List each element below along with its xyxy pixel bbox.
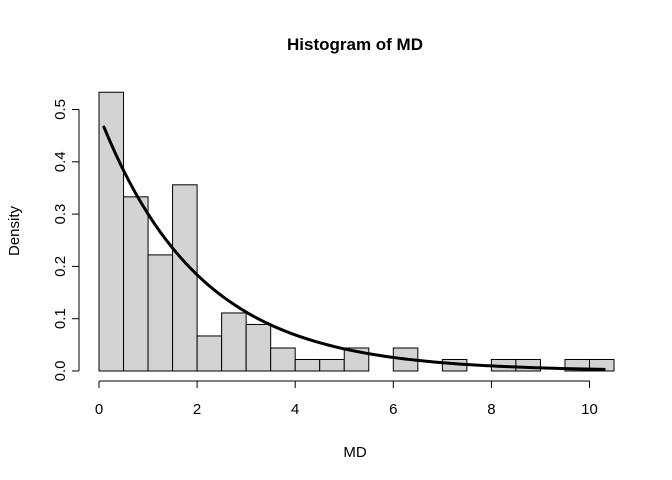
histogram-bar	[270, 347, 296, 372]
y-tick-label: 0.2	[52, 256, 69, 277]
y-axis-label: Density	[6, 205, 23, 256]
x-axis-label: MD	[343, 444, 366, 461]
density-curve	[102, 125, 606, 371]
x-tick-label: 6	[389, 401, 397, 418]
y-tick-label: 0.4	[52, 151, 69, 172]
histogram-bar	[515, 358, 541, 372]
histogram-bar	[294, 358, 321, 372]
chart-title: Histogram of MD	[287, 35, 423, 54]
y-tick-label: 0.5	[52, 99, 69, 120]
x-tick-label: 0	[95, 401, 103, 418]
histogram-bar	[319, 358, 345, 372]
histogram-bar	[221, 312, 247, 372]
histogram-bar	[123, 196, 149, 372]
histogram-bar	[98, 91, 125, 372]
histogram-bar	[196, 335, 223, 372]
y-tick-label: 0.0	[52, 361, 69, 382]
x-axis: 0 2 4 6 8 10	[95, 380, 598, 418]
histogram-bar	[172, 184, 198, 372]
x-tick-label: 4	[291, 401, 299, 418]
y-axis: 0.0 0.1 0.2 0.3 0.4 0.5	[52, 99, 80, 382]
bars-group	[98, 91, 615, 372]
x-tick-label: 8	[487, 401, 495, 418]
histogram-bar	[147, 254, 174, 372]
histogram-bar	[589, 358, 615, 372]
y-tick-label: 0.1	[52, 308, 69, 329]
y-tick-label: 0.3	[52, 204, 69, 225]
x-tick-label: 10	[581, 401, 598, 418]
x-tick-label: 2	[193, 401, 201, 418]
histogram-bar	[245, 323, 272, 372]
